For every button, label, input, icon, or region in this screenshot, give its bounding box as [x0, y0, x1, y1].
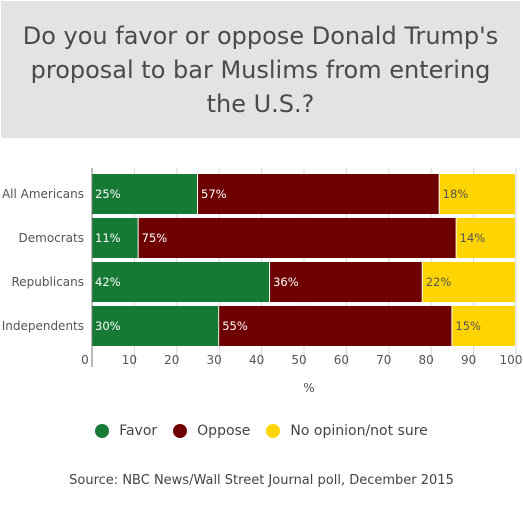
legend-item-oppose: Oppose	[173, 423, 250, 439]
x-tick-label: 100	[500, 353, 523, 367]
bar-favor	[92, 306, 219, 346]
x-tick-label: 10	[122, 353, 137, 367]
bar-favor	[92, 218, 138, 258]
data-label: 14%	[460, 231, 486, 245]
bar-no-opinion-not-sure	[439, 174, 515, 214]
bar-favor	[92, 262, 270, 302]
legend-swatch	[173, 424, 188, 438]
x-axis-label: %	[303, 381, 314, 395]
data-label: 22%	[426, 275, 452, 289]
bar-no-opinion-not-sure	[456, 218, 515, 258]
category-label: Democrats	[19, 231, 85, 245]
chart-plot: 25% 57% 18% 11% 75% 14% 42% 36% 22% 30% 55% 15% All…	[2, 168, 523, 395]
bar-oppose	[198, 174, 439, 214]
data-label: 42%	[95, 275, 121, 289]
x-tick-label: 90	[461, 353, 476, 367]
data-label: 36%	[273, 275, 299, 289]
legend-label: No opinion/not sure	[290, 423, 428, 439]
data-label: 15%	[455, 319, 481, 333]
x-tick-label: 70	[376, 353, 391, 367]
data-label: 57%	[201, 187, 227, 201]
bar-oppose	[219, 306, 452, 346]
category-label: Republicans	[12, 275, 85, 289]
bar-no-opinion-not-sure	[422, 262, 515, 302]
bar-no-opinion-not-sure	[452, 306, 515, 346]
bar-oppose	[138, 218, 456, 258]
x-tick-label: 50	[291, 353, 306, 367]
data-label: 18%	[443, 187, 469, 201]
legend-swatch	[95, 424, 110, 438]
legend-swatch	[266, 424, 281, 438]
x-tick-label: 80	[419, 353, 434, 367]
source-note: Source: NBC News/Wall Street Journal pol…	[69, 473, 454, 488]
category-label: All Americans	[2, 187, 84, 201]
x-tick-label: 40	[249, 353, 264, 367]
bar-oppose	[270, 262, 422, 302]
data-label: 30%	[95, 319, 121, 333]
bar-favor	[92, 174, 197, 214]
legend-item-no-opinion-not-sure: No opinion/not sure	[266, 423, 428, 439]
legend-item-favor: Favor	[95, 423, 157, 439]
category-label: Independents	[2, 319, 84, 333]
data-label: 55%	[222, 319, 248, 333]
legend: Favor Oppose No opinion/not sure	[0, 423, 523, 439]
data-label: 11%	[95, 231, 121, 245]
x-tick-label: 30	[207, 353, 222, 367]
data-label: 75%	[142, 231, 168, 245]
x-tick-label: 0	[81, 353, 89, 367]
x-tick-label: 60	[334, 353, 349, 367]
x-tick-label: 20	[164, 353, 179, 367]
legend-label: Favor	[119, 423, 158, 439]
data-label: 25%	[95, 187, 121, 201]
legend-label: Oppose	[197, 423, 251, 439]
chart-title: Do you favor or oppose Donald Trump's pr…	[22, 21, 499, 118]
title-box: Do you favor or oppose Donald Trump's pr…	[1, 1, 520, 138]
